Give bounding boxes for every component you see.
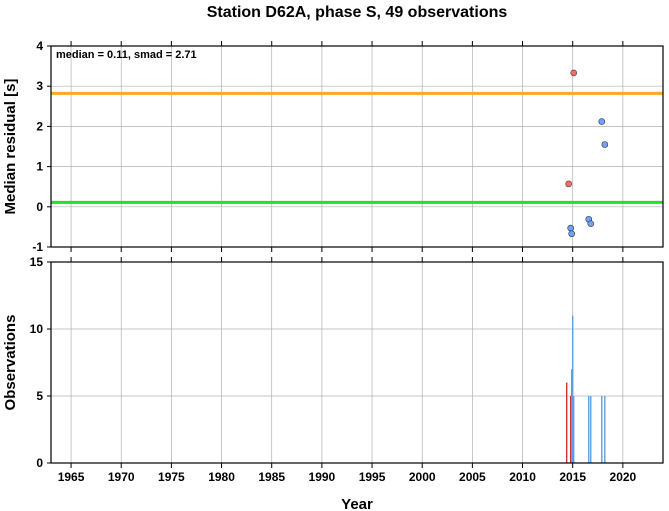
y-tick-label: 2	[36, 119, 43, 133]
y-tick-label: 0	[36, 200, 43, 214]
data-point	[567, 224, 574, 232]
x-tick-label: 1985	[258, 470, 285, 484]
x-tick-label: 2015	[559, 470, 586, 484]
x-tick-label: 2000	[409, 470, 436, 484]
y-tick-label: 10	[30, 322, 44, 336]
data-point	[565, 180, 572, 188]
x-tick-label: 1990	[309, 470, 336, 484]
y-tick-label: 1	[36, 160, 43, 174]
x-axis-label: Year	[341, 496, 373, 511]
residuals-panel: -1 0 1 2 3 4 Median residual [s] median = 0.11,…	[2, 39, 664, 254]
y-axis-label: Median residual [s]	[2, 79, 19, 215]
x-tick-label: 2005	[459, 470, 486, 484]
chart-title: Station D62A, phase S, 49 observations	[207, 4, 508, 21]
panel-frame	[50, 261, 664, 464]
data-point	[598, 118, 606, 125]
y-tick-label: 3	[36, 79, 43, 93]
x-tick-label: 1995	[359, 470, 386, 484]
x-tick-label: 1970	[108, 470, 135, 484]
y-tick-label: 15	[30, 255, 44, 269]
y-tick-label: 4	[36, 39, 43, 53]
y-tick-label: -1	[32, 240, 43, 254]
y-tick-label: 0	[36, 456, 43, 470]
y-axis-label: Observations	[2, 315, 19, 411]
y-tick-label: 5	[36, 389, 43, 403]
observations-panel: 0 5 10 15 Observations 1965 1970 1975 1980 1985 19…	[2, 255, 664, 484]
x-tick-label: 1965	[58, 470, 85, 484]
panel-frame	[50, 45, 664, 248]
x-tick-label: 2010	[509, 470, 536, 484]
data-point	[587, 220, 595, 227]
stats-annotation: median = 0.11, smad = 2.71	[56, 49, 197, 61]
data-point	[570, 69, 578, 77]
x-tick-label: 2020	[610, 470, 637, 484]
data-point	[601, 141, 609, 148]
x-tick-label: 1980	[208, 470, 235, 484]
data-point	[568, 230, 576, 238]
x-tick-label: 1975	[158, 470, 185, 484]
